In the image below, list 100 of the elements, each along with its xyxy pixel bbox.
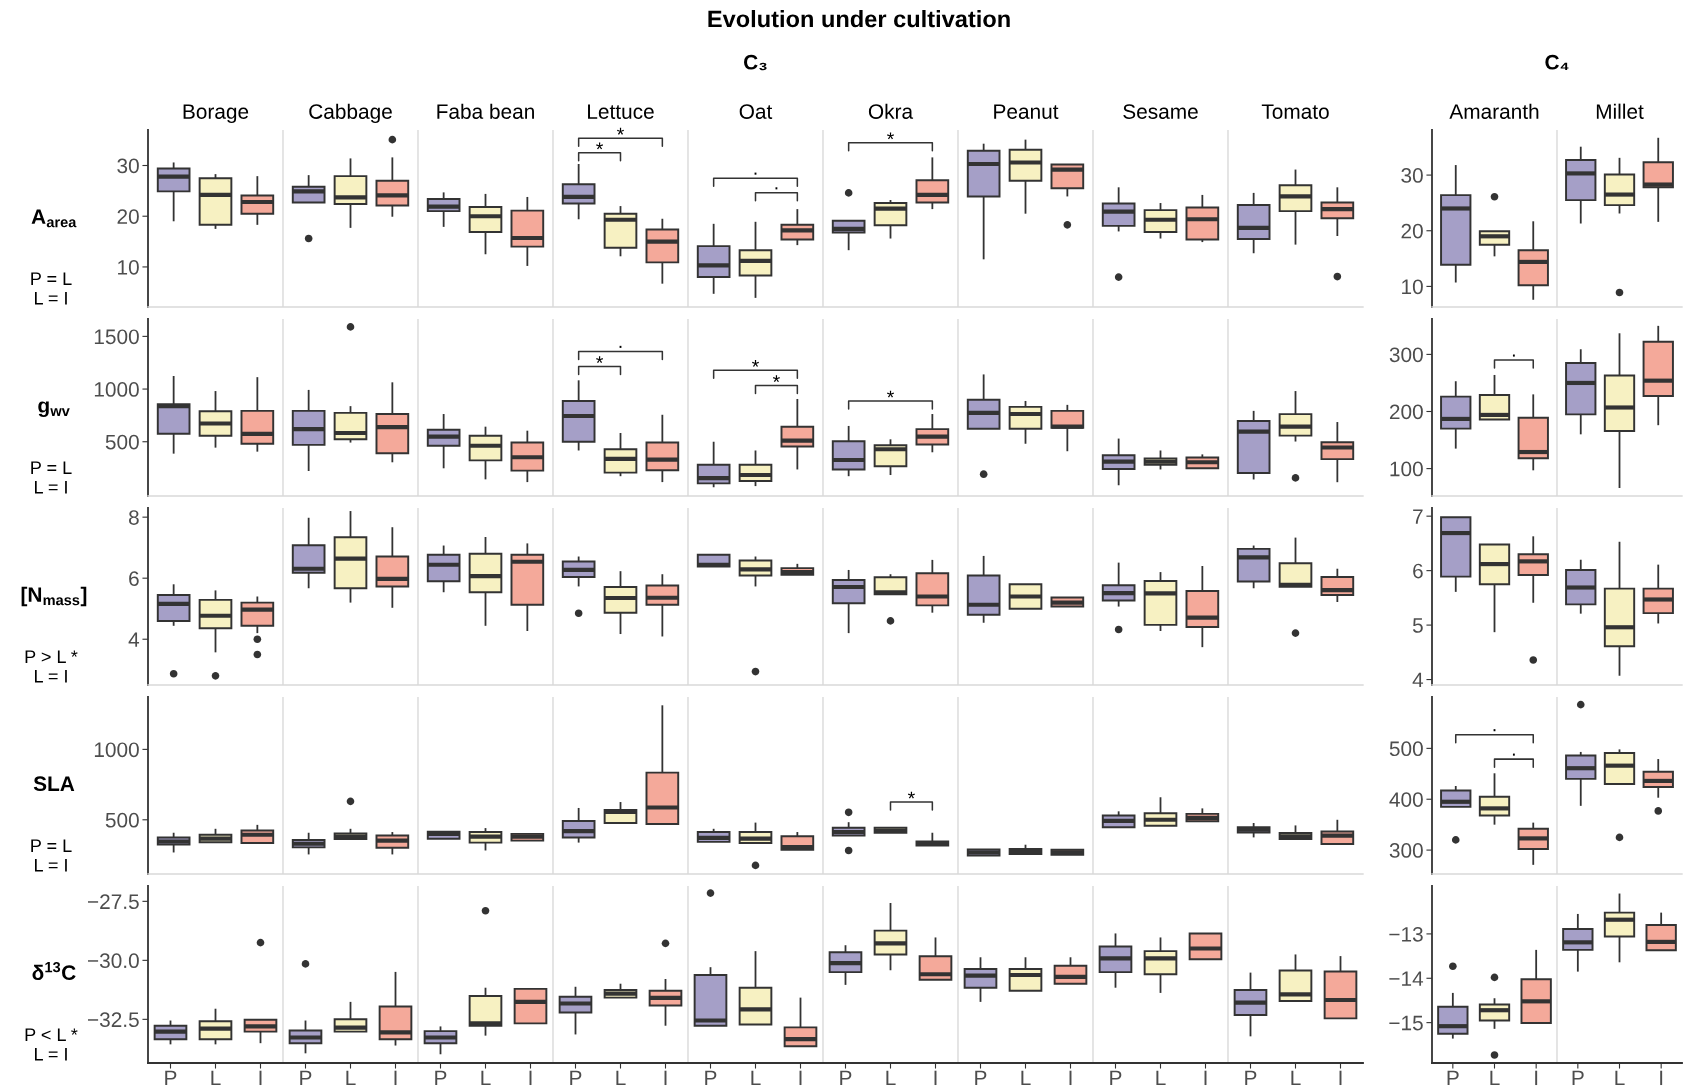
x-tick-label: Oat (739, 104, 773, 119)
annotation: * (907, 791, 915, 799)
y-tick-label: 7 (1413, 509, 1423, 524)
chart-subtitle: C₄ (1545, 54, 1569, 71)
x-tick-label: L (346, 1070, 356, 1086)
y-tick-label: 500 (1389, 741, 1423, 757)
x-tick-label: Cabbage (309, 103, 392, 124)
y-tick-label: 5 (1412, 618, 1423, 633)
x-tick-label: P (1110, 1070, 1122, 1086)
y-axis-title: δ$^{13}$C (32, 961, 76, 981)
x-tick-label: Borage (183, 104, 249, 124)
y-axis-title: A$_{area}$ (31, 209, 77, 228)
y-tick-label: 400 (1389, 792, 1423, 807)
chart-subtitle: C₃ (744, 54, 767, 71)
x-tick-label: L (1291, 1070, 1301, 1086)
text: P = L L = I (31, 839, 72, 872)
y-tick-label: 6 (1413, 563, 1423, 579)
annotation: * (887, 132, 894, 140)
x-tick-label: Faba bean (437, 103, 534, 119)
text: P = L L = I (31, 461, 72, 494)
annotation: * (887, 390, 894, 398)
x-tick-label: I (1204, 1070, 1207, 1086)
y-tick-label: 30 (117, 158, 139, 174)
annotation: * (596, 356, 604, 363)
chart-title: Evolution under cultivation (708, 10, 1010, 28)
x-tick-label: I (394, 1070, 397, 1086)
x-tick-label: P (975, 1070, 987, 1086)
x-tick-label: Okra (868, 103, 914, 119)
x-tick-label: L (1490, 1070, 1500, 1086)
y-tick-label: 20 (1401, 223, 1423, 239)
x-tick-label: Sesame (1123, 104, 1198, 119)
x-tick-label: I (1660, 1070, 1663, 1086)
x-tick-label: Tomato (1261, 104, 1329, 119)
y-tick-label: 300 (1389, 347, 1423, 363)
y-tick-label: 100 (1390, 461, 1423, 477)
annotation: * (752, 360, 759, 367)
y-tick-label: 30 (1401, 168, 1423, 183)
x-tick-label: I (934, 1070, 937, 1086)
x-tick-label: L (886, 1070, 896, 1086)
x-tick-label: P (1447, 1070, 1459, 1086)
x-tick-label: I (1339, 1070, 1342, 1086)
x-tick-label: P (300, 1070, 312, 1086)
x-tick-label: Lettuce (588, 104, 654, 119)
x-tick-label: L (211, 1070, 221, 1086)
y-tick-label: 6 (129, 571, 139, 586)
x-tick-label: P (570, 1070, 582, 1086)
x-tick-label: L (751, 1070, 761, 1086)
x-tick-label: I (529, 1070, 532, 1086)
y-tick-label: 4 (1412, 672, 1424, 688)
text: P > L * L = I (25, 650, 78, 683)
y-axis-title: [N$_{mass}$] (21, 586, 87, 607)
y-tick-label: 1000 (94, 742, 139, 758)
x-tick-label: I (799, 1070, 802, 1086)
y-axis-title: SLA (33, 776, 75, 792)
x-tick-label: P (840, 1070, 852, 1086)
x-tick-label: Peanut (994, 104, 1059, 119)
x-tick-label: Millet (1596, 103, 1644, 119)
annotation: . (775, 187, 778, 190)
y-tick-label: −14 (1389, 971, 1424, 986)
y-tick-label: 10 (1402, 279, 1423, 295)
text: P = L L = I (31, 272, 72, 305)
y-tick-label: −13 (1389, 926, 1423, 942)
y-tick-label: 500 (105, 812, 139, 828)
annotation: * (772, 375, 780, 383)
y-tick-label: −32.5 (87, 1012, 139, 1028)
y-tick-label: 500 (105, 434, 139, 450)
y-tick-label: 4 (128, 632, 140, 647)
x-tick-label: P (435, 1070, 447, 1086)
x-tick-label: I (664, 1070, 667, 1086)
x-tick-label: I (1535, 1070, 1538, 1086)
y-tick-label: 200 (1389, 404, 1423, 420)
x-tick-label: P (1572, 1070, 1584, 1086)
annotation: . (619, 345, 622, 348)
x-tick-label: Amaranth (1449, 103, 1539, 119)
x-tick-label: L (1156, 1070, 1166, 1086)
annotation: . (1512, 354, 1515, 357)
x-tick-label: P (1245, 1070, 1257, 1086)
x-tick-label: P (165, 1070, 177, 1086)
y-tick-label: 1000 (94, 382, 139, 397)
annotation: * (596, 142, 604, 150)
annotation: . (1512, 753, 1515, 756)
y-tick-label: 300 (1389, 843, 1423, 858)
x-tick-label: I (1069, 1070, 1072, 1086)
text: P < L * L = I (25, 1028, 78, 1061)
y-tick-label: −15 (1389, 1015, 1423, 1031)
x-tick-label: L (616, 1070, 626, 1086)
x-tick-label: L (1021, 1070, 1031, 1086)
x-tick-label: L (1615, 1070, 1625, 1086)
annotation: * (617, 127, 624, 135)
annotation: . (1493, 729, 1496, 732)
y-tick-label: 10 (118, 259, 139, 275)
annotation: . (754, 172, 757, 175)
y-tick-label: 1500 (94, 329, 139, 345)
y-tick-label: 8 (128, 510, 139, 525)
y-tick-label: 20 (117, 209, 139, 224)
y-axis-title: g$_{wv}$ (38, 401, 70, 418)
x-tick-label: L (481, 1070, 491, 1086)
y-tick-label: −27.5 (87, 894, 139, 910)
y-tick-label: −30.0 (87, 953, 139, 969)
x-tick-label: P (705, 1070, 717, 1086)
